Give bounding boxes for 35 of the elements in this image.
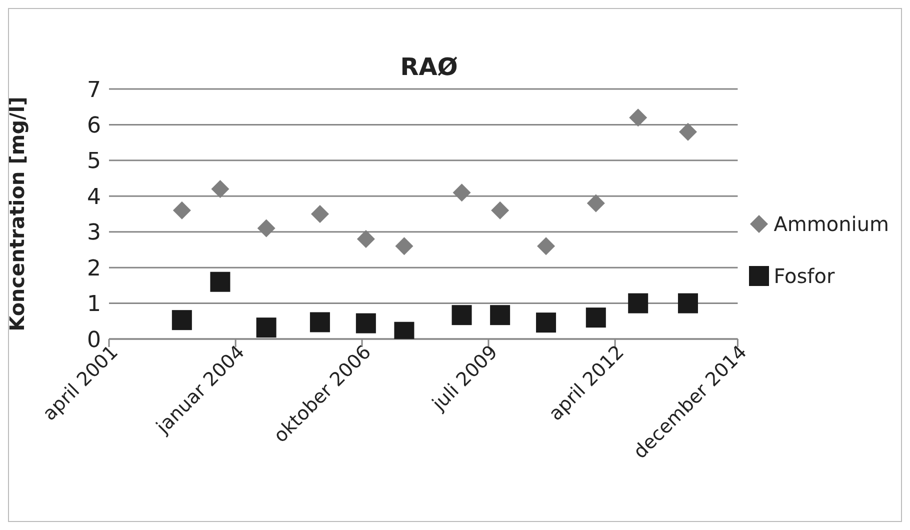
point	[629, 108, 648, 127]
point	[628, 293, 648, 314]
point	[210, 272, 230, 292]
y-tick-label: 6	[87, 114, 101, 139]
y-tick-label: 1	[87, 292, 101, 318]
point	[356, 313, 376, 334]
y-tick-label: 5	[87, 149, 101, 174]
point	[211, 180, 230, 198]
point	[257, 219, 276, 238]
point	[586, 194, 605, 212]
point	[490, 305, 510, 326]
y-axis-title: Koncentration [mg/l]	[5, 96, 30, 332]
point	[172, 201, 191, 220]
point	[491, 201, 510, 220]
point	[678, 122, 697, 141]
point	[395, 237, 414, 256]
point	[356, 230, 375, 248]
point	[452, 305, 472, 326]
point	[172, 310, 192, 330]
point	[310, 205, 329, 223]
point	[678, 293, 698, 314]
point	[586, 308, 606, 328]
y-tick-label: 7	[87, 78, 101, 103]
y-tick-label: 2	[87, 256, 101, 282]
legend-label: Ammonium	[774, 212, 889, 236]
point	[452, 184, 471, 202]
point	[310, 312, 330, 332]
y-tick-label: 0	[87, 328, 101, 353]
point	[537, 237, 556, 256]
chart-title: RAØ	[399, 53, 459, 81]
y-tick-label: 3	[87, 220, 101, 246]
y-tick-label: 4	[87, 184, 101, 210]
legend-label: Fosfor	[774, 264, 835, 288]
point	[256, 318, 276, 338]
point	[536, 312, 556, 333]
